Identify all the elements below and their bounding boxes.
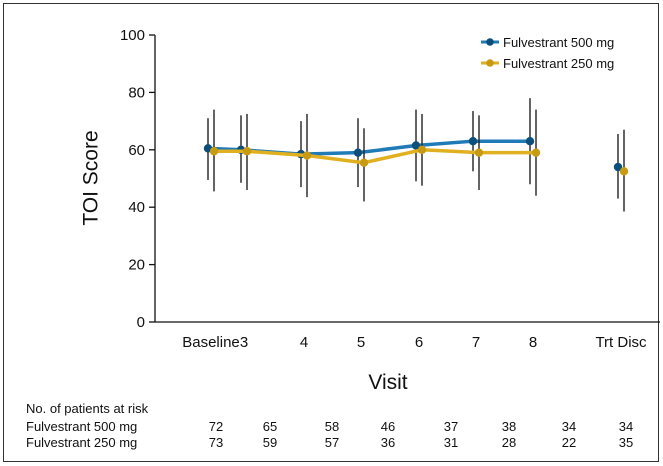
data-point — [302, 151, 312, 160]
x-axis-title: Visit — [368, 371, 407, 394]
x-tick-label: Baseline — [182, 334, 240, 351]
series-1 — [203, 98, 623, 199]
legend-label: Fulvestrant 500 mg — [503, 35, 614, 50]
risk-count: 57 — [325, 435, 339, 450]
x-tick-label: 3 — [240, 334, 248, 351]
legend: Fulvestrant 500 mg Fulvestrant 250 mg — [481, 35, 614, 71]
axes — [154, 35, 660, 323]
y-tick-label: 100 — [120, 27, 145, 44]
risk-row-label: Fulvestrant 250 mg — [26, 435, 137, 450]
risk-count: 35 — [619, 435, 633, 450]
risk-count: 34 — [562, 419, 576, 434]
risk-count: 59 — [263, 435, 277, 450]
x-ticks: Baseline 3 4 5 6 7 8 Trt Disc — [182, 334, 647, 351]
x-tick-label: 8 — [529, 334, 537, 351]
data-point — [353, 148, 363, 157]
x-tick-label: 5 — [357, 334, 365, 351]
risk-count: 28 — [502, 435, 516, 450]
data-point — [613, 162, 623, 172]
risk-count: 22 — [562, 435, 576, 450]
data-point — [474, 148, 484, 157]
legend-label: Fulvestrant 250 mg — [503, 56, 614, 71]
data-point — [525, 136, 535, 146]
y-tick-label: 80 — [128, 84, 145, 101]
x-tick-label: 4 — [300, 334, 308, 351]
data-point — [411, 141, 421, 150]
risk-table: No. of patients at risk Fulvestrant 500 m… — [26, 401, 633, 450]
y-ticks: 0 20 40 60 80 100 — [120, 27, 155, 331]
x-tick-label: 7 — [472, 334, 480, 351]
y-tick-label: 40 — [128, 199, 145, 216]
risk-count: 31 — [444, 435, 458, 450]
data-point — [417, 145, 427, 154]
x-tick-label: Trt Disc — [595, 334, 647, 351]
risk-count: 34 — [619, 419, 633, 434]
y-tick-label: 20 — [128, 257, 145, 274]
y-tick-label: 0 — [137, 314, 145, 331]
risk-count: 38 — [502, 419, 516, 434]
risk-row-label: Fulvestrant 500 mg — [26, 419, 137, 434]
risk-count: 36 — [381, 435, 395, 450]
data-point — [209, 147, 219, 156]
risk-count: 65 — [263, 419, 277, 434]
series-2 — [209, 109, 629, 212]
data-point — [242, 147, 252, 156]
data-point — [359, 158, 369, 167]
data-point — [531, 148, 541, 157]
legend-swatch-marker — [486, 38, 494, 46]
chart-frame — [3, 3, 659, 462]
data-point — [619, 167, 629, 176]
risk-table-header: No. of patients at risk — [26, 401, 149, 416]
x-tick-label: 6 — [415, 334, 423, 351]
risk-count: 73 — [209, 435, 223, 450]
risk-count: 58 — [325, 419, 339, 434]
legend-swatch-marker — [486, 59, 494, 67]
risk-count: 37 — [444, 419, 458, 434]
plot-area — [203, 98, 629, 212]
data-point — [468, 136, 478, 146]
risk-count: 72 — [209, 419, 223, 434]
risk-count: 46 — [381, 419, 395, 434]
y-tick-label: 60 — [128, 142, 145, 159]
y-axis-title: TOI Score — [80, 130, 103, 225]
